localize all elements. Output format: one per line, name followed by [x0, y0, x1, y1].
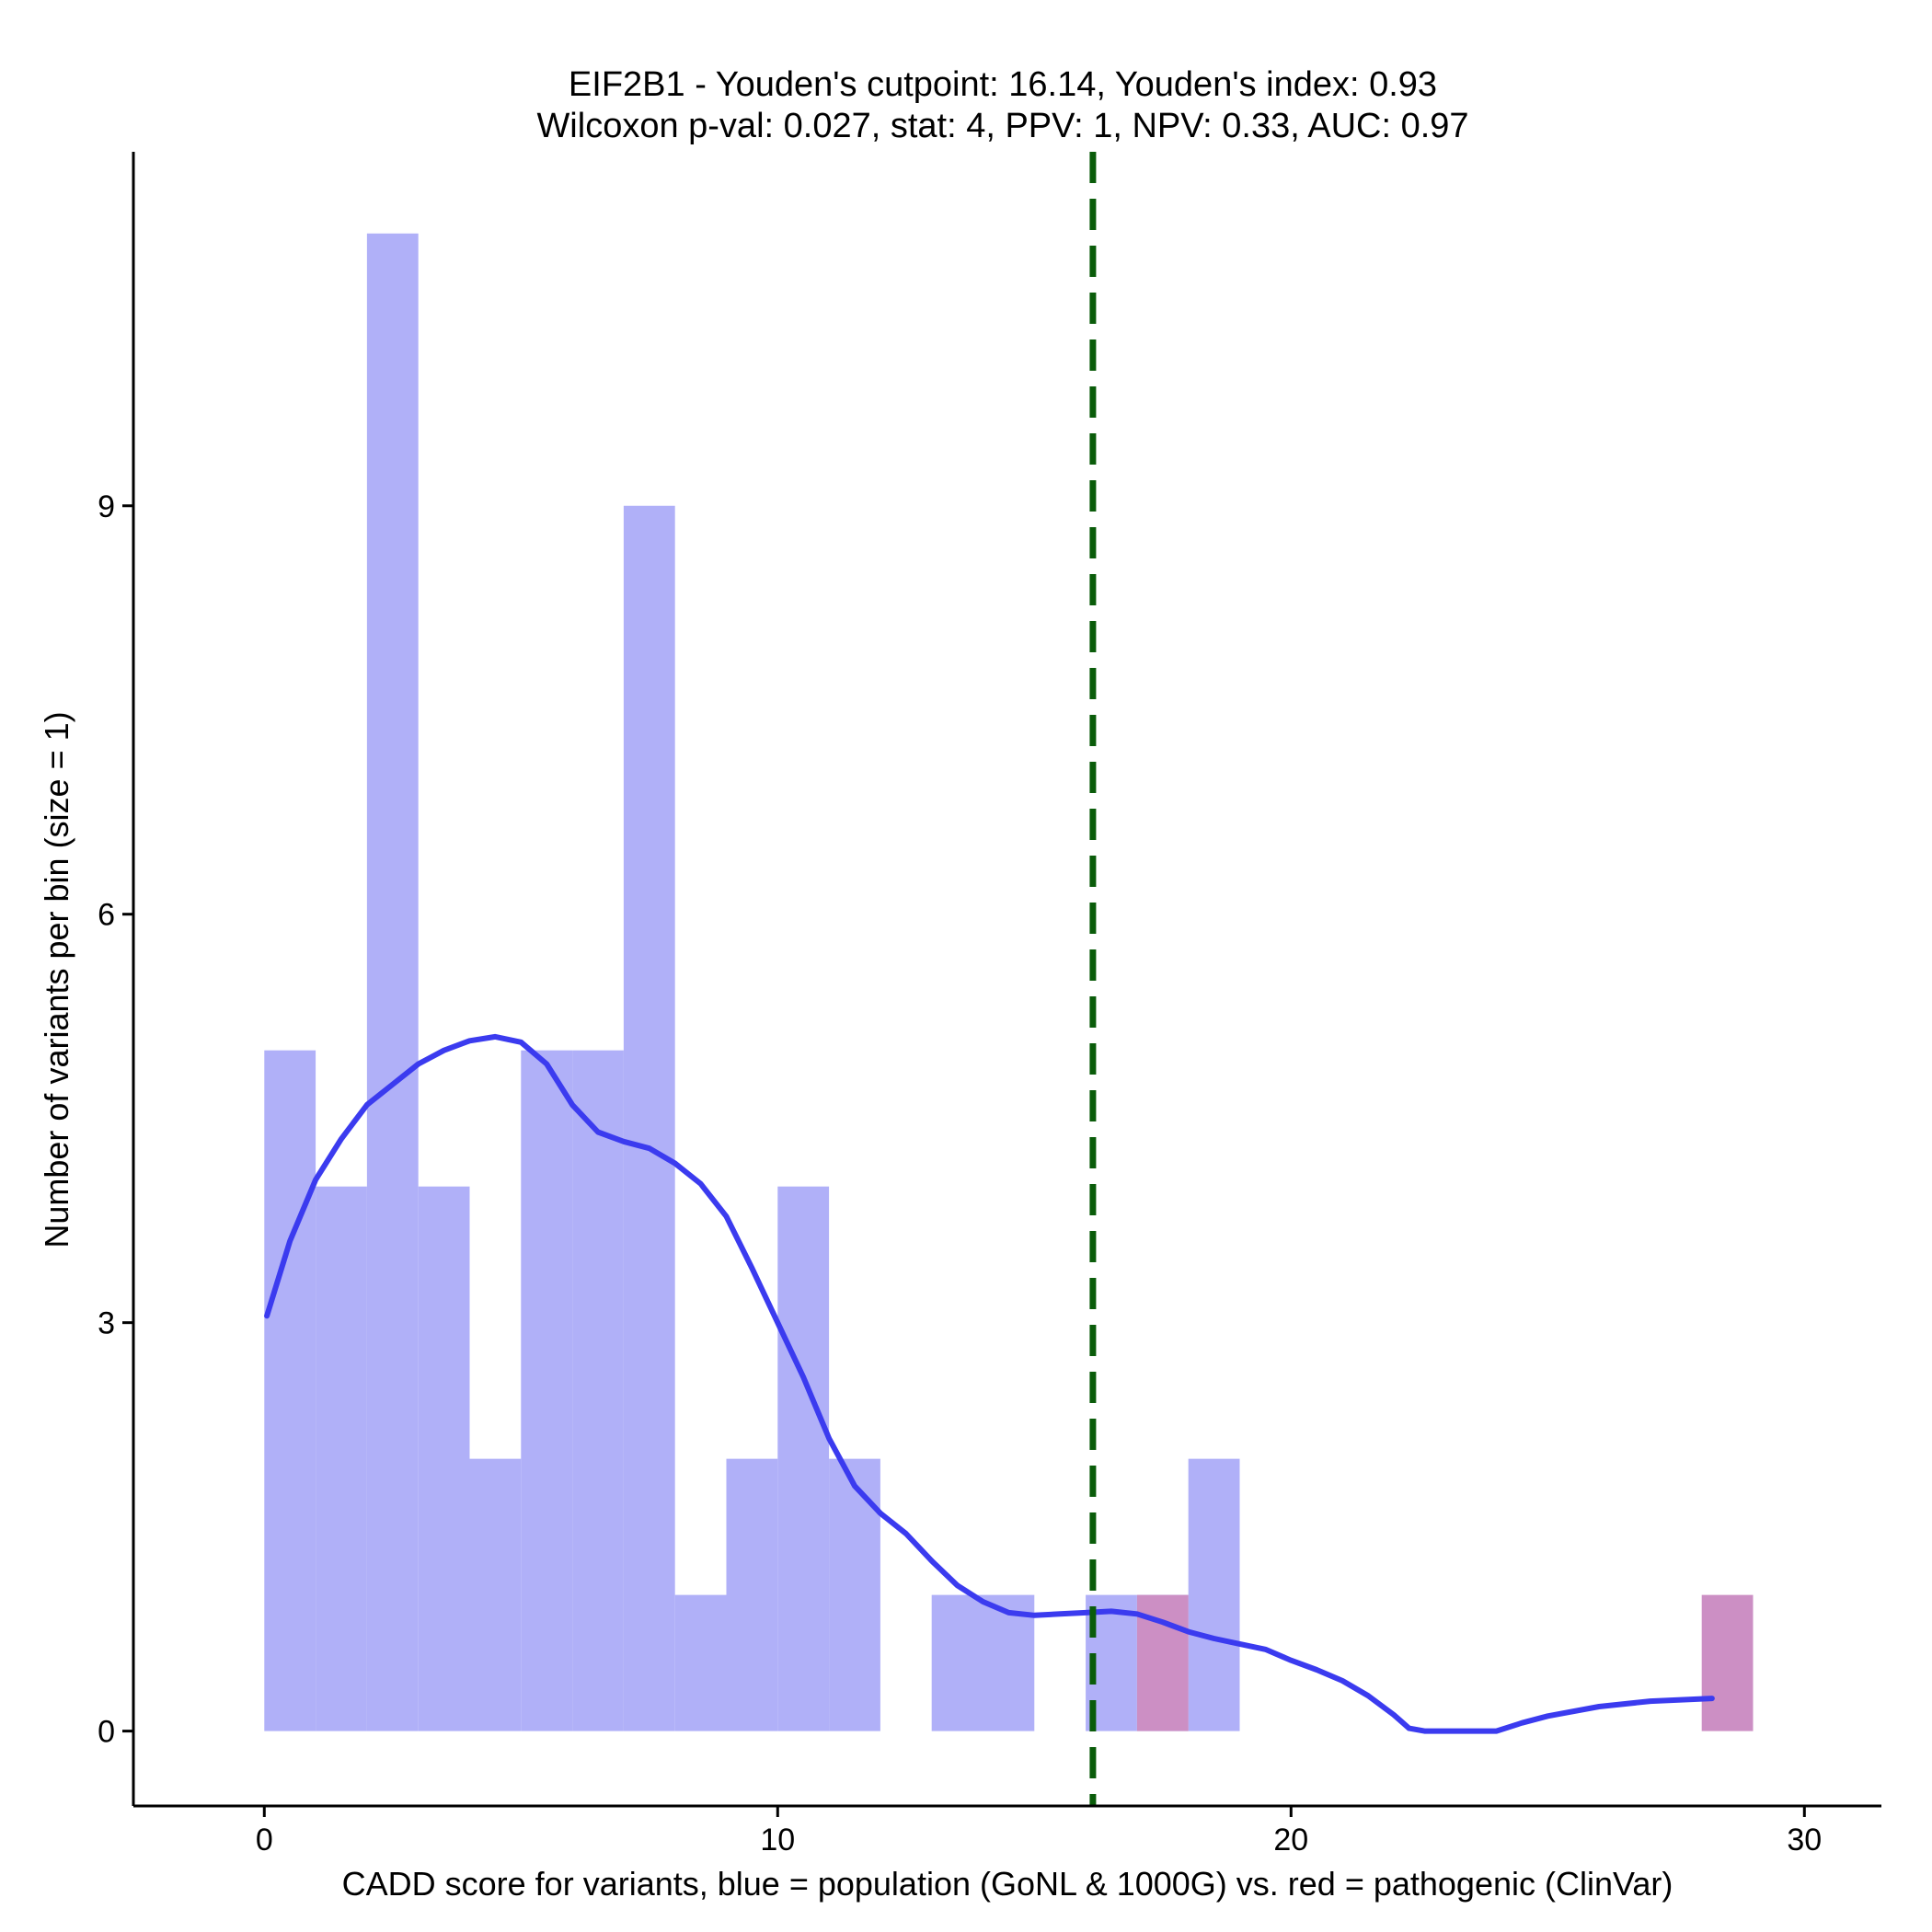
chart-title: EIF2B1 - Youden's cutpoint: 16.14, Youde… — [569, 65, 1437, 104]
population-bar — [674, 1594, 727, 1731]
x-axis-title: CADD score for variants, blue = populati… — [342, 1865, 1673, 1903]
chart-subtitle: Wilcoxon p-val: 0.027, stat: 4, PPV: 1, … — [536, 107, 1468, 145]
pathogenic-bars — [1136, 1594, 1754, 1731]
x-axis-ticks: 0 10 20 30 — [256, 1806, 1822, 1857]
population-bar — [726, 1458, 778, 1731]
y-axis-ticks: 0 3 6 9 — [98, 489, 133, 1750]
population-bar — [469, 1458, 522, 1731]
population-bar — [418, 1186, 470, 1731]
population-density-line — [264, 1033, 1715, 1734]
population-bar — [777, 1186, 830, 1731]
population-bar — [264, 1050, 316, 1731]
population-bar — [931, 1594, 983, 1731]
y-tick-label: 0 — [98, 1715, 115, 1750]
population-bar — [829, 1458, 880, 1731]
x-tick-label: 0 — [256, 1823, 273, 1857]
pathogenic-bar — [1701, 1594, 1754, 1731]
x-tick-label: 30 — [1787, 1823, 1822, 1857]
population-bar — [1188, 1458, 1240, 1731]
y-tick-label: 9 — [98, 489, 115, 524]
population-bar — [316, 1186, 367, 1731]
y-tick-label: 3 — [98, 1306, 115, 1341]
population-bar — [521, 1050, 573, 1731]
population-bar — [572, 1050, 624, 1731]
population-bar — [366, 233, 419, 1731]
population-bars — [264, 233, 1240, 1731]
population-bar — [623, 505, 675, 1731]
y-axis-title: Number of variants per bin (size = 1) — [38, 711, 75, 1248]
y-tick-label: 6 — [98, 898, 115, 933]
x-tick-label: 20 — [1273, 1823, 1308, 1857]
population-bar — [983, 1594, 1035, 1731]
x-tick-label: 10 — [760, 1823, 795, 1857]
